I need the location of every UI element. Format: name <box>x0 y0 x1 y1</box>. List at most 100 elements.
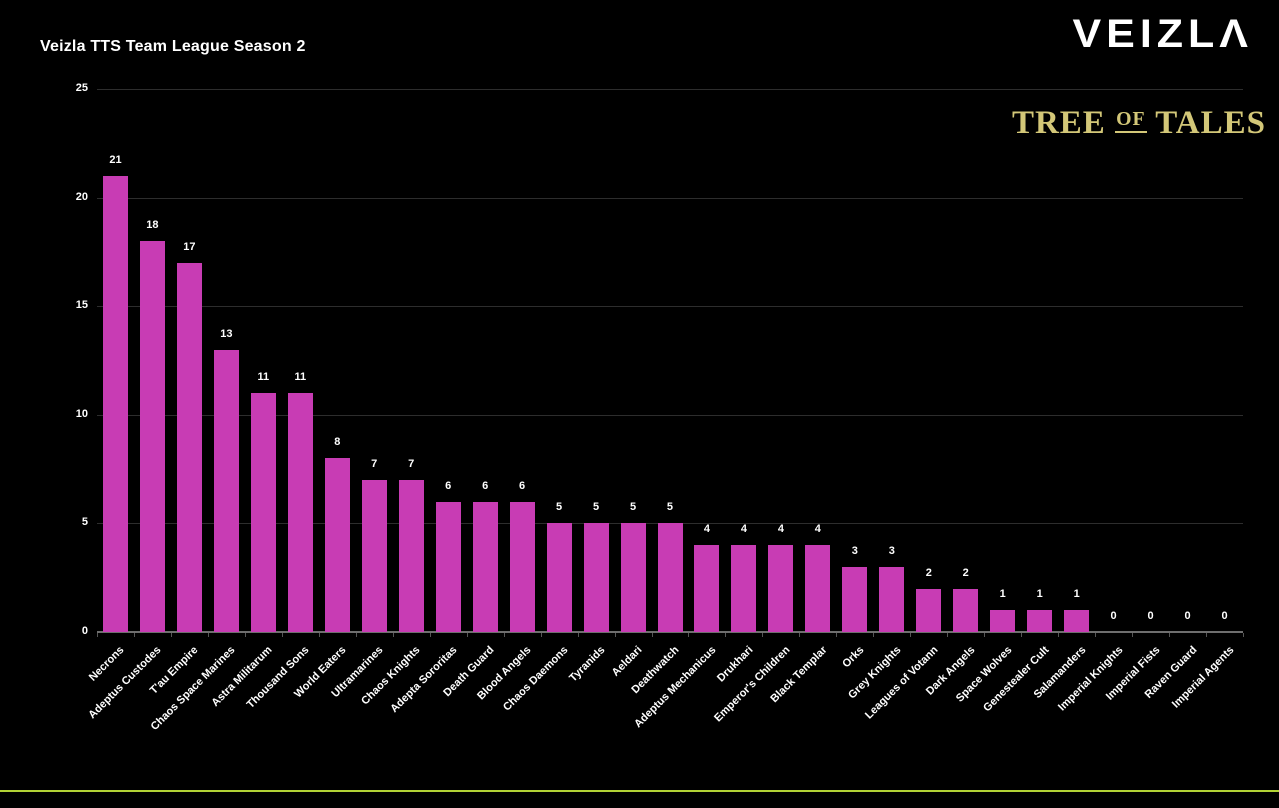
bar <box>324 458 350 632</box>
bar <box>546 523 572 632</box>
x-axis-tick-mark <box>1058 633 1060 637</box>
veizla-logo: VEIZLΛ <box>1072 12 1253 57</box>
bar <box>694 545 720 632</box>
bar <box>472 501 498 632</box>
bar <box>916 588 942 632</box>
x-axis-tick-mark <box>540 633 542 637</box>
x-axis-tick-mark <box>1132 633 1134 637</box>
bar-value-label: 0 <box>1221 610 1228 622</box>
bar <box>213 349 239 632</box>
y-axis-tick-label: 0 <box>81 625 88 637</box>
x-axis-tick-mark <box>1243 633 1244 637</box>
bar <box>1064 610 1090 632</box>
gridline <box>97 414 1243 416</box>
x-axis-tick-mark <box>762 633 764 637</box>
bar-value-label: 6 <box>445 479 452 492</box>
bar <box>842 566 868 632</box>
tree-of-tales-word-tree: TREE <box>1011 105 1106 141</box>
x-axis-tick-mark <box>836 633 838 637</box>
gridline <box>97 89 1243 90</box>
bar <box>139 241 165 632</box>
bar-value-label: 7 <box>371 457 378 470</box>
y-axis-tick-label: 25 <box>75 82 88 94</box>
x-axis-tick-mark <box>281 633 283 637</box>
bar <box>250 393 276 632</box>
bar-value-label: 11 <box>257 371 270 384</box>
x-axis-tick-mark <box>97 633 98 637</box>
x-axis-tick-mark <box>614 633 616 637</box>
bar-value-label: 3 <box>851 544 858 557</box>
x-axis-tick-mark <box>355 633 357 637</box>
bar-value-label: 4 <box>777 523 784 536</box>
x-axis-tick-mark <box>170 633 172 637</box>
x-axis-tick-mark <box>503 633 505 637</box>
x-axis-tick-mark <box>688 633 690 637</box>
bar <box>657 523 683 632</box>
bar-value-label: 8 <box>334 436 341 449</box>
bar <box>361 479 387 632</box>
bar-value-label: 5 <box>666 501 674 514</box>
bar <box>620 523 646 632</box>
bar <box>176 262 202 632</box>
bar-value-label: 21 <box>109 153 122 166</box>
bar-value-label: 4 <box>740 523 747 536</box>
x-axis-tick-mark <box>207 633 209 637</box>
x-axis-line <box>97 631 1243 633</box>
x-axis-tick-mark <box>318 633 320 637</box>
bar-value-label: 11 <box>294 371 307 384</box>
page-title: Veizla TTS Team League Season 2 <box>40 38 306 55</box>
x-axis-tick-mark <box>984 633 986 637</box>
bar-value-label: 0 <box>1184 610 1191 622</box>
bar-value-label: 7 <box>408 457 415 470</box>
bar-value-label: 4 <box>703 523 710 536</box>
bar-chart-plot-area: 21 Necrons 18 Adeptus Custodes 17 T'au Empire… <box>87 89 1244 733</box>
bar-value-label: 17 <box>183 240 196 253</box>
bar <box>398 479 424 632</box>
tree-of-tales-logo: TREE OF TALES <box>1012 105 1266 142</box>
bar-value-label: 5 <box>592 501 600 514</box>
bar-value-label: 5 <box>629 501 637 514</box>
bar <box>102 175 128 632</box>
bar-value-label: 1 <box>1073 588 1080 601</box>
x-axis-tick-mark <box>392 633 394 637</box>
bar-value-label: 2 <box>962 566 969 579</box>
x-axis-tick-mark <box>1169 633 1171 637</box>
x-axis-tick-mark <box>651 633 653 637</box>
bar-value-label: 6 <box>482 479 489 492</box>
bar-value-label: 6 <box>519 479 526 492</box>
tree-of-tales-word-tales: TALES <box>1155 105 1266 141</box>
gridline <box>97 197 1243 199</box>
bar <box>435 501 461 632</box>
bar-value-label: 0 <box>1110 610 1117 622</box>
x-axis-tick-mark <box>244 633 246 637</box>
x-axis-tick-mark <box>1021 633 1023 637</box>
bar <box>805 545 831 632</box>
x-axis-tick-mark <box>947 633 949 637</box>
x-axis-tick-mark <box>1206 633 1208 637</box>
x-axis-tick-mark <box>725 633 727 637</box>
bar-value-label: 0 <box>1147 610 1154 622</box>
x-axis-tick-mark <box>1095 633 1097 637</box>
bar-value-label: 1 <box>1036 588 1043 601</box>
footer-accent-line <box>0 790 1279 792</box>
y-axis-tick-label: 20 <box>75 190 88 203</box>
bar-value-label: 3 <box>888 544 895 557</box>
x-axis-tick-mark <box>799 633 801 637</box>
x-axis-tick-mark <box>429 633 431 637</box>
x-axis-tick-mark <box>133 633 135 637</box>
bar <box>990 610 1016 632</box>
bar-value-label: 4 <box>814 523 821 536</box>
bar <box>1027 610 1053 632</box>
x-axis-tick-mark <box>873 633 875 637</box>
bar <box>583 523 609 632</box>
x-axis-tick-mark <box>910 633 912 637</box>
bar <box>731 545 757 632</box>
bar-value-label: 13 <box>220 327 233 340</box>
y-axis-tick-label: 15 <box>75 299 88 312</box>
bar-value-label: 18 <box>146 219 159 232</box>
tree-of-tales-word-of: OF <box>1115 108 1147 134</box>
bar-value-label: 2 <box>925 566 932 579</box>
bar <box>768 545 794 632</box>
bar <box>287 393 313 632</box>
bar-value-label: 5 <box>556 501 563 514</box>
